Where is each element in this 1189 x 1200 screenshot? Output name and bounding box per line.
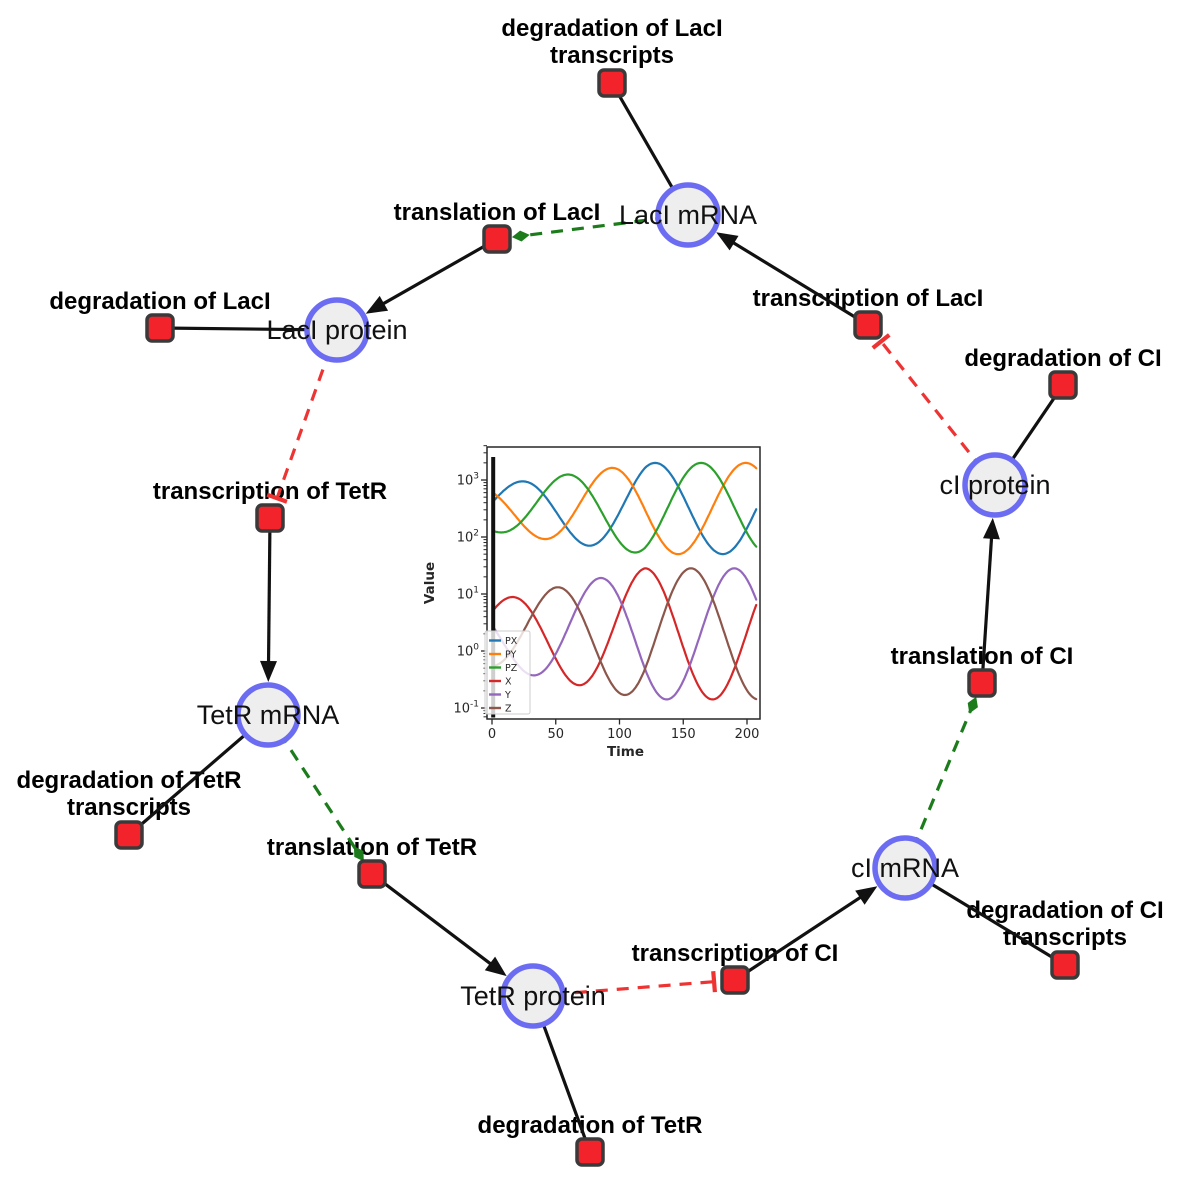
species-node-tetr-mrna[interactable] (235, 682, 301, 748)
plot-frame (486, 446, 761, 720)
reaction-label-deg-ci: degradation of CI (964, 345, 1161, 372)
species-labels: LacI mRNA LacI protein TetR mRNA TetR prote… (197, 200, 1051, 1011)
reaction-label-deg-ci-tx-line1: degradation of CI (966, 897, 1163, 924)
reaction-node-transl-ci[interactable] (967, 668, 997, 698)
species-label-ci-protein: cI protein (939, 470, 1050, 500)
reaction-node-deg-ci[interactable] (1048, 370, 1078, 400)
plot-legend: PX PY PZ XYZ (484, 630, 531, 715)
inhibition-tee-icon (871, 333, 891, 350)
x-axis-tick-label: 100 (607, 727, 632, 742)
x-axis-tick-label: 150 (671, 727, 696, 742)
series-line-Z (491, 567, 758, 701)
edge-arrow-txn-tetr-to-tetr-mrna (260, 517, 277, 682)
reaction-node-txn-laci[interactable] (853, 310, 883, 340)
legend-label-X: X (505, 677, 512, 688)
species-label-tetr-mrna: TetR mRNA (197, 700, 340, 730)
edge-arrow-transl-ci-to-ci-protein-line (980, 523, 995, 684)
species-node-laci-protein[interactable] (304, 297, 370, 363)
edge-arrow-transl-laci-to-laci-protein-line (370, 237, 498, 313)
reaction-node-deg-tetr[interactable] (575, 1137, 605, 1167)
reaction-label-txn-laci: transcription of LacI (753, 285, 984, 312)
inhibition-tee-icon (711, 971, 717, 993)
edge-arrow-transl-laci-to-laci-protein (365, 237, 498, 314)
y-axis-tick-label: 10-1 (453, 700, 479, 717)
edge-arrow-transl-ci-to-ci-protein (980, 517, 1000, 684)
y-axis-tick-label: 102 (457, 529, 479, 546)
legend-label-PX: PX (505, 636, 518, 647)
reaction-node-deg-ci-tx[interactable] (1050, 950, 1080, 980)
arrowhead-icon (484, 956, 507, 977)
species-label-laci-protein: LacI protein (266, 315, 407, 345)
y-axis-title: Value (422, 562, 438, 604)
edge-arrow-transl-tetr-to-tetr-protein (371, 872, 507, 977)
reaction-node-deg-laci-tx[interactable] (597, 68, 627, 98)
species-node-ci-mrna[interactable] (872, 835, 938, 901)
edge-arrow-txn-laci-to-laci-mrna-line (720, 233, 869, 327)
y-axis-tick-label: 103 (457, 472, 479, 489)
legend-label-Z: Z (505, 704, 512, 715)
arrowhead-icon (260, 660, 277, 682)
reaction-label-deg-ci-tx-line2: transcripts (1003, 924, 1127, 951)
y-axis-tick-label: 101 (457, 586, 479, 603)
arrowhead-icon (365, 295, 389, 314)
legend-label-Y: Y (504, 690, 511, 701)
reaction-node-transl-laci[interactable] (482, 224, 512, 254)
inhibition-tee-icon (266, 492, 288, 504)
species-node-tetr-protein[interactable] (500, 963, 566, 1029)
arrowhead-icon (716, 232, 739, 251)
reaction-label-deg-laci: degradation of LacI (49, 288, 270, 315)
edge-arrow-txn-ci-to-ci-mrna-line (734, 888, 874, 982)
reaction-node-deg-tetr-tx[interactable] (114, 820, 144, 850)
series-line-X (491, 567, 758, 701)
legend-label-PY: PY (505, 650, 517, 661)
reaction-label-deg-tetr: degradation of TetR (478, 1112, 703, 1139)
modifier-diamond-icon (511, 230, 530, 242)
legend-label-PZ: PZ (505, 663, 518, 674)
plot-background (487, 447, 760, 719)
reaction-node-txn-ci[interactable] (720, 965, 750, 995)
x-axis-tick-label: 200 (735, 727, 760, 742)
modifier-diamond-icon (353, 846, 364, 862)
x-axis-tick-label: 0 (488, 727, 496, 742)
reaction-labels: degradation of LacItranscriptstranslatio… (17, 15, 1164, 1139)
species-node-laci-mrna[interactable] (655, 182, 721, 248)
arrowhead-icon (855, 886, 878, 905)
node-layer (114, 68, 1080, 1167)
x-axis-title: Time (607, 744, 644, 760)
reaction-label-transl-laci: translation of LacI (394, 199, 601, 226)
edge-arrow-transl-tetr-to-tetr-protein-line (371, 872, 503, 974)
edge-arrow-txn-ci-to-ci-mrna (734, 886, 878, 982)
modifier-diamond-icon (967, 696, 978, 714)
reaction-label-txn-ci: transcription of CI (632, 940, 839, 967)
reaction-label-txn-tetr: transcription of TetR (153, 478, 387, 505)
edge-arrow-txn-laci-to-laci-mrna (716, 232, 869, 327)
x-axis-tick-label: 50 (547, 727, 564, 742)
reaction-node-transl-tetr[interactable] (357, 859, 387, 889)
reaction-label-deg-laci-tx-line2: transcripts (550, 42, 674, 69)
reaction-label-deg-tetr-tx-line1: degradation of TetR (17, 767, 242, 794)
reaction-node-deg-laci[interactable] (145, 313, 175, 343)
species-label-tetr-protein: TetR protein (460, 981, 606, 1011)
series-line-PY (491, 461, 758, 556)
species-node-ci-protein[interactable] (962, 452, 1028, 518)
edge-arrow-txn-tetr-to-tetr-mrna-line (266, 517, 272, 677)
reaction-label-deg-laci-tx-line1: degradation of LacI (501, 15, 722, 42)
plot-curves (491, 461, 758, 701)
series-line-PX (491, 461, 758, 556)
species-label-ci-mrna: cI mRNA (851, 853, 959, 883)
legend-box (484, 630, 531, 715)
arrowhead-icon (983, 517, 1000, 540)
series-line-PZ (491, 461, 758, 554)
reaction-label-transl-tetr: translation of TetR (267, 834, 477, 861)
reaction-node-txn-tetr[interactable] (255, 503, 285, 533)
species-label-laci-mrna: LacI mRNA (619, 200, 757, 230)
y-axis-tick-label: 100 (457, 643, 480, 660)
